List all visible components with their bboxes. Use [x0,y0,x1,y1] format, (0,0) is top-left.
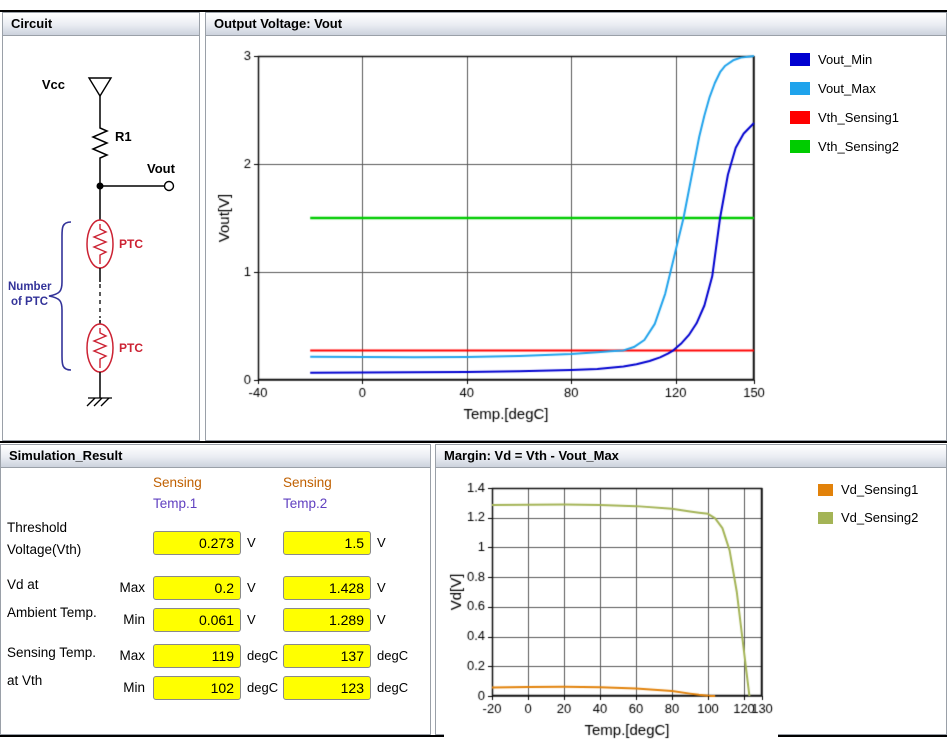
sensing-temp-max-sensing1-field[interactable]: 119 [153,644,241,668]
legend-item-vd_sensing2: Vd_Sensing2 [818,510,918,525]
circuit-diagram: Vcc R1 Vout PTC [8,77,176,407]
legend-label: Vd_Sensing1 [841,482,919,497]
sensing-temp-min-sensing2-unit: degC [377,680,409,695]
resistor-r1 [91,124,109,162]
legend-item-vth_sensing1: Vth_Sensing1 [790,110,899,125]
vout-chart-title: Output Voltage: Vout [206,13,946,36]
legend-swatch [818,483,833,496]
vd-ambient-label-line1: Vd at [7,577,39,592]
legend-swatch [790,82,810,95]
threshold-voltage-label-line1: Threshold [7,520,68,535]
vout-label: Vout [147,161,176,176]
legend-label: Vout_Min [818,52,873,67]
ptc1-label: PTC [119,237,143,251]
vd-ambient-min-label: Min [123,612,145,627]
simulation-result-title: Simulation_Result [1,445,430,468]
ptc1-element [92,224,108,264]
margin-chart-legend: Vd_Sensing1 Vd_Sensing2 [818,482,918,538]
vth-sensing1-unit: V [247,535,256,550]
circuit-panel-title: Circuit [3,13,199,36]
vd-ambient-max-sensing2-field[interactable]: 1.428 [283,576,371,600]
column-header-sensing-temp1: Sensing Temp.1 [153,472,202,514]
ptc-count-label-line1: Number [8,281,52,293]
column-header-line1: Sensing [283,475,332,490]
sensing-temp-min-sensing1-field[interactable]: 102 [153,676,241,700]
sensing-temp-min-sensing1-unit: degC [247,680,279,695]
vout-chart-legend: Vout_Min Vout_Max Vth_Sensing1 Vth_Sensing2 [790,52,899,168]
column-header-line1: Sensing [153,475,202,490]
simulation-result-panel: Simulation_Result Sensing Temp.1 Sensing… [0,444,431,735]
vth-sensing1-field[interactable]: 0.273 [153,531,241,555]
legend-label: Vd_Sensing2 [841,510,919,525]
threshold-voltage-label-line2: Voltage(Vth) [7,542,82,557]
legend-swatch [790,53,810,66]
vout-terminal [163,180,175,192]
sensing-temp-label-line2: at Vth [7,673,43,688]
legend-swatch [790,140,810,153]
margin-chart-title: Margin: Vd = Vth - Vout_Max [436,445,946,468]
ptc2-element [92,328,108,368]
sensing-temp-max-label: Max [119,648,145,663]
sensing-temp-label-line1: Sensing Temp. [7,645,97,660]
vd-ambient-min-sensing1-field[interactable]: 0.061 [153,608,241,632]
legend-swatch [818,511,833,524]
top-divider [0,10,947,12]
vcc-symbol [87,77,113,98]
r1-label: R1 [115,129,132,144]
ground-symbol [86,397,112,407]
middle-divider [0,441,947,443]
ptc2-label: PTC [119,341,143,355]
vout-chart-panel: Output Voltage: Vout Vout_Min Vout_Max Vth… [205,12,947,441]
ptc-count-label-line2: of PTC [11,296,48,308]
vout-chart-canvas [212,44,768,424]
legend-label: Vout_Max [818,81,876,96]
ptc-count-brace [48,221,72,371]
vd-ambient-max-sensing1-unit: V [247,580,256,595]
column-header-line2: Temp.1 [153,496,198,511]
vd-ambient-max-label: Max [119,580,145,595]
vd-ambient-min-sensing2-unit: V [377,612,386,627]
vd-ambient-min-sensing2-field[interactable]: 1.289 [283,608,371,632]
vth-sensing2-unit: V [377,535,386,550]
column-header-line2: Temp.2 [283,496,328,511]
legend-item-vd_sensing1: Vd_Sensing1 [818,482,918,497]
vcc-label: Vcc [42,77,65,92]
vd-ambient-max-sensing1-field[interactable]: 0.2 [153,576,241,600]
circuit-panel: Circuit Vcc R1 Vout PTC [2,12,200,441]
margin-chart-canvas [444,478,778,740]
vd-ambient-label-line2: Ambient Temp. [7,605,97,620]
column-header-sensing-temp2: Sensing Temp.2 [283,472,332,514]
vd-ambient-max-sensing2-unit: V [377,580,386,595]
legend-swatch [790,111,810,124]
vd-ambient-min-sensing1-unit: V [247,612,256,627]
legend-item-vout_min: Vout_Min [790,52,899,67]
sensing-temp-max-sensing1-unit: degC [247,648,279,663]
sensing-temp-max-sensing2-unit: degC [377,648,409,663]
sensing-temp-max-sensing2-field[interactable]: 137 [283,644,371,668]
legend-item-vout_max: Vout_Max [790,81,899,96]
legend-label: Vth_Sensing2 [818,139,899,154]
sensing-temp-min-label: Min [123,680,145,695]
margin-chart-panel: Margin: Vd = Vth - Vout_Max Vd_Sensing1 V… [435,444,947,740]
vth-sensing2-field[interactable]: 1.5 [283,531,371,555]
sensing-temp-min-sensing2-field[interactable]: 123 [283,676,371,700]
legend-label: Vth_Sensing1 [818,110,899,125]
legend-item-vth_sensing2: Vth_Sensing2 [790,139,899,154]
